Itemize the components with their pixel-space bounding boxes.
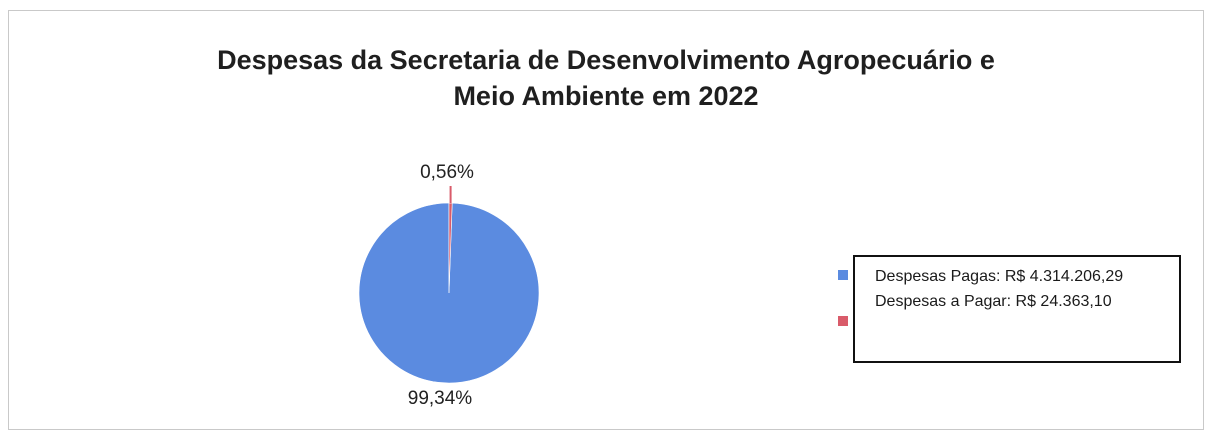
chart-title-line-2: Meio Ambiente em 2022 [453,81,759,111]
pie-chart: 99,34% 0,56% [358,162,540,409]
legend: Despesas Pagas: R$ 4.314.206,29 Despesas… [853,255,1181,363]
pie-slice-despesas-a-pagar [448,202,453,294]
chart-title-line-1: Despesas da Secretaria de Desenvolviment… [217,45,995,75]
legend-swatch-despesas-pagas [838,270,848,280]
pie-slices [358,202,540,384]
data-label-despesas-pagas: 99,34% [408,388,473,409]
chart-title: Despesas da Secretaria de Desenvolviment… [0,42,1212,114]
legend-item-despesas-pagas: Despesas Pagas: R$ 4.314.206,29 [875,268,1124,285]
legend-swatch-despesas-a-pagar [838,316,848,326]
data-label-despesas-a-pagar: 0,56% [420,162,474,183]
legend-item-despesas-a-pagar: Despesas a Pagar: R$ 24.363,10 [875,293,1112,310]
